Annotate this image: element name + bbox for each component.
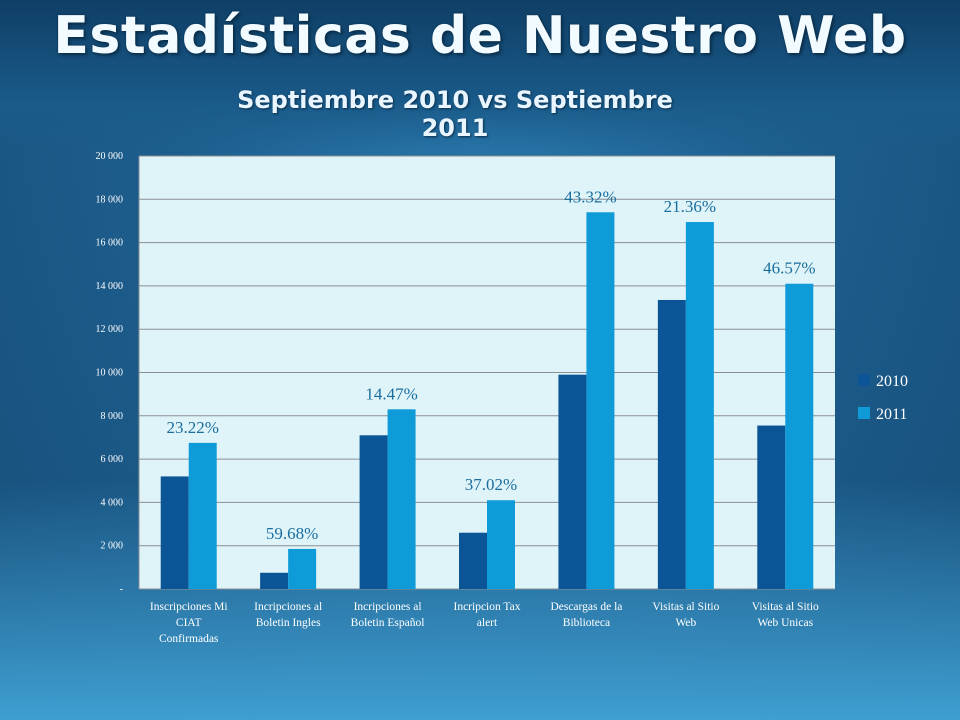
y-tick-label: 6 000 — [101, 454, 124, 465]
x-tick-label: Incripciones al — [254, 601, 322, 613]
bar-2010 — [459, 532, 487, 589]
x-tick-label: CIAT — [176, 617, 202, 629]
bar-2010 — [160, 476, 189, 589]
x-tick-label: Web Unicas — [757, 617, 813, 629]
slide-subtitle: Septiembre 2010 vs Septiembre 2011 — [237, 86, 673, 142]
bar-2011 — [288, 548, 317, 589]
y-tick-label: 12 000 — [96, 324, 124, 335]
bar-2010 — [757, 425, 786, 589]
x-tick-label: Descargas de la — [550, 601, 622, 613]
legend-label-2011: 2011 — [876, 406, 907, 423]
percent-annotation: 37.02% — [465, 475, 517, 494]
y-tick-label: 20 000 — [96, 151, 124, 162]
slide-title: Estadísticas de Nuestro Web — [53, 6, 907, 66]
x-tick-label: Confirmadas — [159, 633, 219, 645]
x-tick-label: Biblioteca — [563, 617, 610, 629]
y-tick-label: 4 000 — [101, 497, 124, 508]
y-tick-label: 2 000 — [101, 541, 124, 552]
x-tick-label: Inscripciones Mi — [150, 601, 228, 613]
x-tick-label: alert — [477, 617, 498, 629]
y-tick-label: 10 000 — [96, 368, 124, 379]
bar-2011 — [188, 442, 217, 589]
bar-2010 — [657, 299, 686, 589]
x-tick-label: Boletin Español — [351, 617, 425, 629]
x-tick-label: Visitas al Sitio — [752, 601, 819, 613]
percent-annotation: 21.36% — [664, 197, 716, 216]
y-tick-label: 16 000 — [96, 238, 124, 249]
bar-2010 — [359, 435, 388, 589]
bar-2011 — [785, 283, 814, 589]
bar-2010 — [260, 572, 289, 589]
percent-annotation: 14.47% — [365, 384, 417, 403]
x-tick-label: Boletin Ingles — [256, 617, 321, 629]
percent-annotation: 43.32% — [564, 187, 616, 206]
y-tick-label: 18 000 — [96, 194, 124, 205]
x-tick-label: Visitas al Sitio — [652, 601, 719, 613]
x-tick-label: Incripcion Tax — [453, 601, 520, 613]
y-tick-label: 14 000 — [96, 281, 124, 292]
percent-annotation: 59.68% — [266, 524, 318, 543]
y-tick-label: 8 000 — [101, 411, 124, 422]
bar-2010 — [558, 374, 587, 589]
bar-2011 — [487, 500, 515, 589]
bar-2011 — [685, 222, 714, 589]
x-tick-label: Web — [675, 617, 696, 629]
bar-2011 — [387, 409, 416, 589]
percent-annotation: 23.22% — [167, 418, 219, 437]
y-tick-label: - — [120, 584, 123, 595]
legend-swatch-2010 — [858, 374, 870, 386]
legend-swatch-2011 — [858, 407, 870, 419]
x-tick-label: Incripciones al — [354, 601, 422, 613]
bar-2011 — [586, 212, 615, 590]
legend-label-2010: 2010 — [876, 373, 908, 390]
percent-annotation: 46.57% — [763, 259, 815, 278]
slide-header-band — [0, 0, 960, 150]
